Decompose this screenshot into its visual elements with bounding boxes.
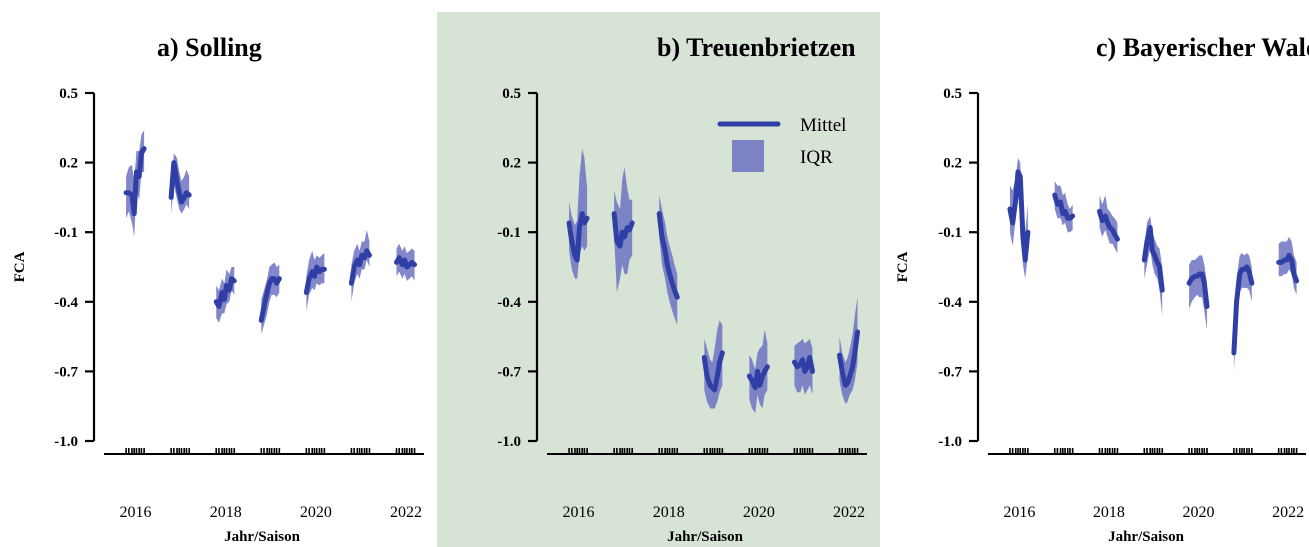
x-tick-label: 2020 <box>300 504 332 521</box>
y-tick-label: -1.0 <box>938 434 962 450</box>
y-tick-label: -0.7 <box>938 364 962 380</box>
y-tick-label: -0.1 <box>54 225 78 241</box>
legend: Mittel IQR <box>717 115 846 172</box>
x-tick-label: 2016 <box>1003 504 1035 521</box>
mean-line-4 <box>258 276 282 323</box>
mean-line-3 <box>656 211 680 300</box>
mean-line-1 <box>566 211 590 263</box>
iqr-band-7 <box>1278 236 1297 295</box>
x-axis-label: Jahr/Saison <box>667 529 744 545</box>
x-tick-label: 2016 <box>120 504 152 521</box>
y-tick-label: -0.1 <box>938 225 962 241</box>
panel-highlight-background <box>437 12 880 547</box>
x-tick-label: 2018 <box>1093 504 1125 521</box>
mean-line-2 <box>611 211 635 249</box>
x-tick-label: 2018 <box>653 504 685 521</box>
panel-title: c) Bayerischer Wald <box>1096 33 1309 62</box>
y-tick-label: -0.7 <box>54 364 78 380</box>
mean-line-3 <box>1097 208 1120 242</box>
mean-line-7 <box>1276 252 1300 284</box>
iqr-band-5 <box>306 250 325 312</box>
x-tick-label: 2022 <box>1272 504 1304 521</box>
mean-line-4 <box>701 350 725 393</box>
mean-line-5 <box>1186 271 1210 309</box>
y-axis-label: FCA <box>12 251 28 282</box>
y-tick-label: -0.7 <box>497 364 521 380</box>
x-tick-label: 2020 <box>743 504 775 521</box>
y-tick-label: -0.4 <box>497 295 521 311</box>
y-tick-label: -0.4 <box>938 295 962 311</box>
panel-1: a) Solling 0.5 0.2 -0.1 -0.4 -0.7 -1.0 FCA 2016 2… <box>12 33 424 545</box>
y-tick-label: 0.5 <box>502 86 521 102</box>
legend-iqr-swatch <box>732 140 764 172</box>
x-tick-label: 2022 <box>390 504 422 521</box>
x-tick-label: 2016 <box>563 504 595 521</box>
panel-3: c) Bayerischer Wald 0.5 0.2 -0.1 -0.4 -0.7 -1.… <box>895 33 1309 545</box>
y-tick-label: -0.4 <box>54 295 78 311</box>
mean-line-6 <box>1231 264 1255 356</box>
panel-title: a) Solling <box>157 33 262 62</box>
mean-line-4 <box>1141 225 1165 293</box>
mean-line-2 <box>168 160 192 205</box>
mean-line-7 <box>394 255 418 270</box>
y-tick-label: 0.5 <box>59 86 78 102</box>
y-tick-label: 0.2 <box>943 156 962 172</box>
mean-line-6 <box>791 354 815 374</box>
legend-iqr-label: IQR <box>800 147 833 168</box>
panel-2: b) Treuenbrietzen 0.5 0.2 -0.1 -0.4 -0.7 -1.0 2… <box>437 12 880 547</box>
mean-line-1 <box>123 146 147 217</box>
x-axis-label: Jahr/Saison <box>224 529 301 545</box>
mean-line-1 <box>1007 169 1031 263</box>
mean-line-3 <box>213 276 237 309</box>
x-tick-label: 2022 <box>833 504 865 521</box>
legend-mean-label: Mittel <box>800 115 846 136</box>
x-tick-label: 2020 <box>1183 504 1215 521</box>
mean-line-6 <box>348 248 372 286</box>
y-tick-label: 0.2 <box>502 156 521 172</box>
x-tick-label: 2018 <box>210 504 242 521</box>
mean-line-2 <box>1052 192 1076 221</box>
y-tick-label: 0.2 <box>59 156 78 172</box>
panel-title: b) Treuenbrietzen <box>657 33 856 62</box>
y-tick-label: -1.0 <box>54 434 78 450</box>
y-tick-label: -1.0 <box>497 434 521 450</box>
y-tick-label: -0.1 <box>497 225 521 241</box>
y-axis-label: FCA <box>895 251 911 282</box>
y-tick-label: 0.5 <box>943 86 962 102</box>
mean-line-5 <box>746 364 770 391</box>
mean-line-7 <box>837 329 861 388</box>
x-axis-label: Jahr/Saison <box>1108 529 1185 545</box>
mean-line-5 <box>303 264 327 296</box>
